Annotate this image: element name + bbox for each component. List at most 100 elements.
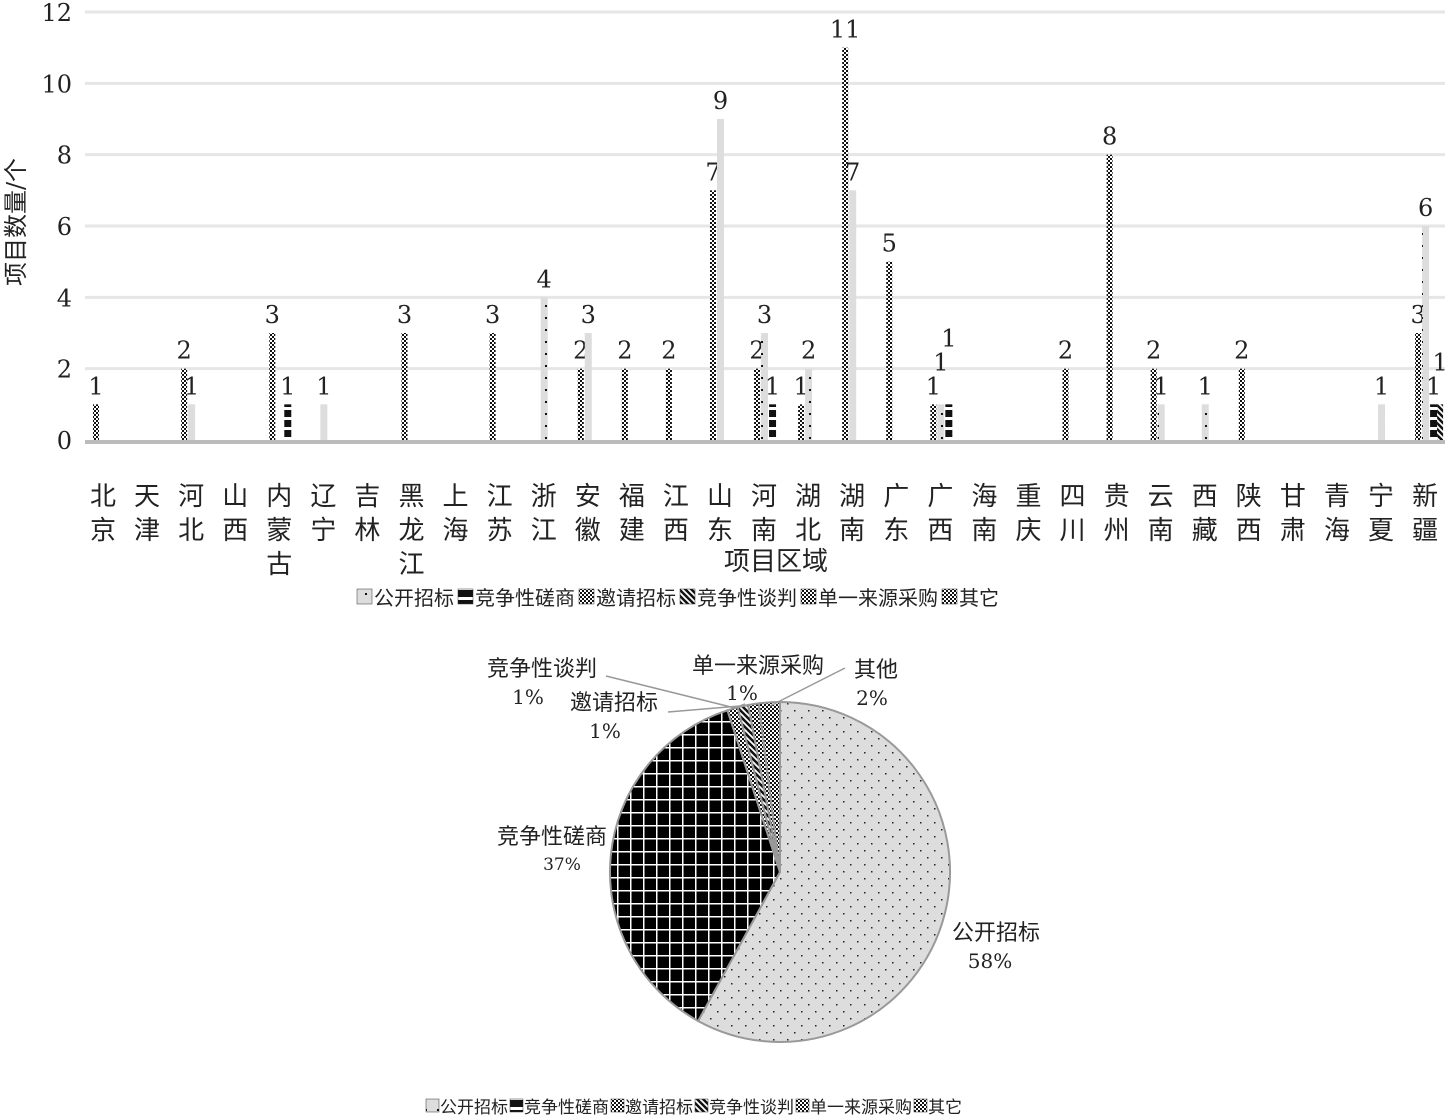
legend-swatch — [913, 1098, 928, 1113]
legend-label: 邀请招标 — [596, 586, 676, 610]
legend-swatch — [679, 588, 696, 605]
data-label: 3 — [397, 301, 412, 329]
data-label: 1 — [793, 372, 808, 400]
x-tick-label: 安 — [575, 482, 601, 512]
x-tick-label: 江 — [487, 482, 513, 512]
x-tick-label: 古 — [266, 550, 292, 580]
bar-checker — [1150, 368, 1157, 440]
x-tick-label: 山 — [222, 482, 248, 512]
data-label: 5 — [882, 230, 897, 258]
x-tick-label: 海 — [443, 516, 469, 546]
data-label: 11 — [830, 16, 861, 44]
x-tick-label: 河 — [751, 482, 777, 512]
x-tick-label: 南 — [1148, 516, 1174, 546]
data-label: 4 — [537, 265, 552, 293]
x-tick-label: 南 — [971, 516, 997, 546]
bar-dots — [805, 368, 813, 440]
legend-label: 竞争性谈判 — [697, 586, 797, 610]
bar-checker — [665, 368, 672, 440]
data-label: 8 — [1102, 123, 1117, 151]
x-tick-label: 天 — [134, 482, 160, 512]
data-label: 3 — [485, 301, 500, 329]
x-tick-label: 蒙 — [266, 516, 292, 546]
y-tick-label: 10 — [41, 70, 72, 98]
x-tick-label: 广 — [883, 482, 909, 512]
x-tick-label: 津 — [134, 516, 160, 546]
x-tick-label: 贵 — [1104, 482, 1130, 512]
x-tick-label: 州 — [1104, 516, 1130, 546]
pie-percent: 1% — [589, 719, 621, 743]
data-label: 3 — [265, 301, 280, 329]
bar-blocks — [945, 404, 953, 440]
x-tick-label: 西 — [927, 516, 953, 546]
leader-line — [769, 667, 846, 707]
data-label: 1 — [1426, 372, 1441, 400]
x-tick-label: 江 — [398, 550, 424, 580]
x-tick-label: 南 — [751, 516, 777, 546]
bar-dots — [584, 333, 592, 440]
data-label: 2 — [1146, 337, 1161, 365]
bar-dots — [1378, 404, 1386, 440]
data-label: 1 — [184, 372, 199, 400]
legend-label: 竞争性磋商 — [475, 586, 575, 610]
x-tick-label: 京 — [90, 516, 116, 546]
leader-line — [605, 675, 736, 709]
bar-dots — [716, 119, 724, 440]
x-tick-label: 青 — [1324, 482, 1350, 512]
x-tick-label: 湖 — [839, 482, 865, 512]
pie-label: 单一来源采购 — [692, 654, 824, 679]
legend-label: 竞争性磋商 — [524, 1098, 609, 1117]
legend-label: 竞争性谈判 — [709, 1098, 794, 1117]
bar-dots — [849, 190, 857, 440]
x-tick-label: 西 — [222, 516, 248, 546]
data-label: 1 — [316, 372, 331, 400]
bar-dots — [1157, 404, 1165, 440]
data-label: 1 — [1198, 372, 1213, 400]
x-tick-label: 河 — [178, 482, 204, 512]
data-label: 2 — [661, 337, 676, 365]
x-tick-label: 建 — [619, 516, 645, 546]
bar-checker — [1106, 154, 1113, 440]
x-tick-label: 北 — [178, 516, 204, 546]
data-label: 3 — [1410, 301, 1425, 329]
legend-label: 单一来源采购 — [810, 1098, 912, 1117]
x-tick-label: 龙 — [398, 516, 424, 546]
pie-label: 邀请招标 — [570, 691, 658, 716]
x-tick-label: 云 — [1148, 482, 1174, 512]
data-label: 1 — [765, 372, 780, 400]
legend-swatch — [457, 588, 474, 605]
legend-swatch — [795, 1098, 810, 1113]
x-tick-label: 徽 — [575, 516, 601, 546]
x-tick-label: 南 — [839, 516, 865, 546]
x-tick-label: 上 — [443, 482, 469, 512]
x-tick-label: 山 — [707, 482, 733, 512]
x-tick-label: 夏 — [1368, 516, 1394, 546]
bar-checker — [1062, 368, 1069, 440]
data-label: 2 — [176, 337, 191, 365]
data-label: 1 — [1374, 372, 1389, 400]
bar-blocks — [284, 404, 292, 440]
x-tick-label: 西 — [1192, 482, 1218, 512]
legend-label: 其它 — [928, 1098, 962, 1117]
bar-dots — [540, 297, 548, 440]
x-tick-label: 广 — [927, 482, 953, 512]
x-tick-label: 吉 — [354, 482, 380, 512]
x-tick-label: 川 — [1060, 516, 1086, 546]
data-label: 2 — [617, 337, 632, 365]
bar-checker — [842, 47, 849, 441]
x-tick-label: 西 — [1236, 516, 1262, 546]
data-label: 7 — [845, 158, 860, 186]
data-label: 2 — [573, 337, 588, 365]
pie-percent: 1% — [726, 681, 758, 705]
bar-checker — [621, 368, 628, 440]
legend-label: 公开招标 — [374, 586, 454, 610]
x-tick-label: 林 — [354, 516, 380, 546]
data-label: 1 — [933, 348, 948, 376]
y-tick-label: 0 — [57, 427, 72, 455]
pie-label: 竞争性谈判 — [487, 657, 597, 682]
bar-dots — [1422, 226, 1430, 440]
pie-slice — [696, 700, 952, 1043]
data-label: 1 — [280, 372, 295, 400]
x-tick-label: 浙 — [531, 482, 557, 512]
legend-swatch — [578, 588, 595, 605]
